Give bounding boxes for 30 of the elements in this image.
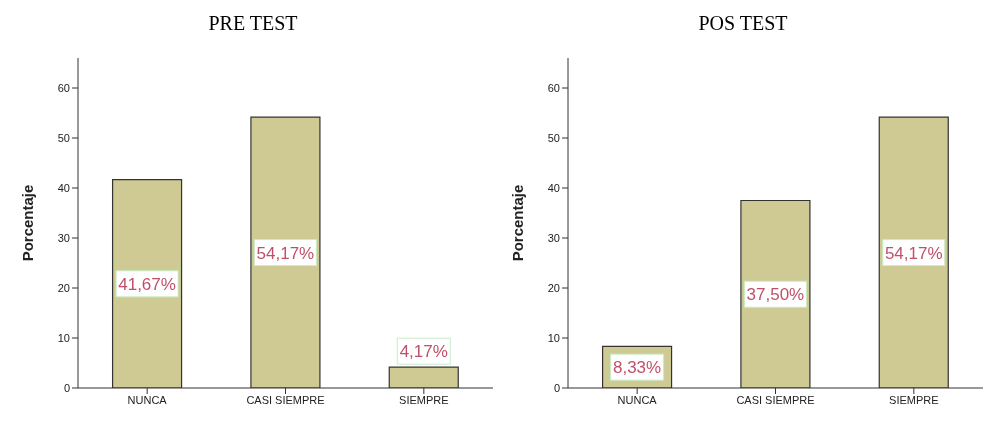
data-label: 37,50% [746, 285, 805, 305]
y-tick-label: 60 [57, 81, 70, 94]
data-label: 54,17% [884, 243, 943, 263]
y-tick-label: 30 [547, 231, 560, 244]
y-axis-title: Porcentaje [509, 184, 527, 262]
y-tick-label: 20 [547, 281, 560, 294]
y-tick-label: 10 [547, 331, 560, 344]
y-tick-label: 40 [547, 181, 560, 194]
y-axis-title: Porcentaje [19, 184, 37, 262]
y-tick-label: 50 [547, 131, 560, 144]
y-tick-label: 20 [57, 281, 70, 294]
data-label: 8,33% [612, 358, 662, 378]
y-tick-label: 0 [553, 381, 560, 394]
y-tick-label: 50 [57, 131, 70, 144]
data-label: 41,67% [118, 274, 176, 294]
chart-title: PRE TEST [207, 11, 299, 36]
y-tick-label: 60 [547, 81, 560, 94]
x-tick-label: NUNCA [127, 393, 168, 406]
y-tick-label: 30 [57, 231, 70, 244]
y-tick-label: 40 [57, 181, 70, 194]
x-tick-label: CASI SIEMPRE [246, 393, 325, 406]
x-tick-label: SIEMPRE [889, 393, 939, 406]
x-tick-label: SIEMPRE [399, 393, 449, 406]
y-tick-label: 10 [57, 331, 70, 344]
x-tick-label: CASI SIEMPRE [736, 393, 815, 406]
chart-title: POS TEST [697, 11, 789, 36]
y-tick-label: 0 [63, 381, 70, 394]
data-label: 4,17% [399, 342, 448, 362]
data-label: 54,17% [256, 243, 315, 263]
x-tick-label: NUNCA [617, 393, 658, 406]
